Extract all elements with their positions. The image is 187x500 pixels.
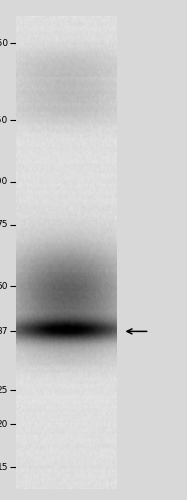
Text: 50: 50 <box>0 282 8 290</box>
Text: 15: 15 <box>0 463 8 472</box>
Text: 25: 25 <box>0 386 8 395</box>
Text: 150: 150 <box>0 116 8 125</box>
Text: 20: 20 <box>0 420 8 428</box>
Text: 250: 250 <box>0 39 8 48</box>
Text: 37: 37 <box>0 327 8 336</box>
Text: 75: 75 <box>0 220 8 230</box>
Text: 100: 100 <box>0 177 8 186</box>
